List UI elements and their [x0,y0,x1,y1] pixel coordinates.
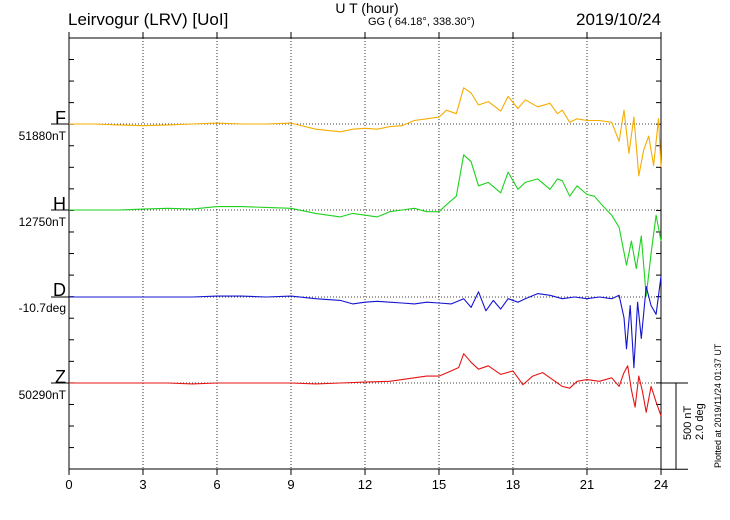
series-line-d [69,276,662,369]
scale-nt: 500 nT [682,405,694,440]
x-tick-label: 3 [139,477,146,492]
scale-bar-label: 500 nT 2.0 deg [682,403,706,440]
chart-date: 2019/10/24 [576,10,662,29]
component-baseline-z: 50290nT [18,388,66,402]
component-baseline-h: 12750nT [18,215,66,229]
x-tick-label: 9 [287,477,294,492]
component-label-z: Z 50290nT [19,367,66,402]
component-label-d: D -10.7deg [19,280,66,315]
x-tick-label: 24 [654,477,668,492]
plotted-timestamp: Plotted at 2019/11/24 01:37 UT [713,343,723,468]
series-line-z [69,353,662,416]
chart-title: Leirvogur (LRV) [UoI] [68,10,229,29]
station-coordinates: GG ( 64.18°, 338.30°) [368,16,475,28]
component-letter-z: Z [55,367,66,387]
component-label-f: F 51880nT [19,108,66,143]
component-baseline-d: -10.7deg [18,301,66,315]
component-letter-d: D [53,280,66,300]
series-line-h [69,154,662,297]
x-tick-label: 0 [65,477,72,492]
x-tick-label: 15 [432,477,446,492]
component-letter-h: H [53,194,66,214]
x-tick-label: 6 [213,477,220,492]
series-line-f [69,87,662,177]
component-baseline-f: 51880nT [18,129,66,143]
x-tick-label: 12 [358,477,372,492]
component-letter-f: F [55,108,66,128]
component-label-h: H 12750nT [19,194,66,229]
x-tick-label: 18 [506,477,520,492]
scale-deg: 2.0 deg [694,403,706,440]
x-axis-label: U T (hour) [335,0,399,16]
x-tick-label: 21 [580,477,594,492]
